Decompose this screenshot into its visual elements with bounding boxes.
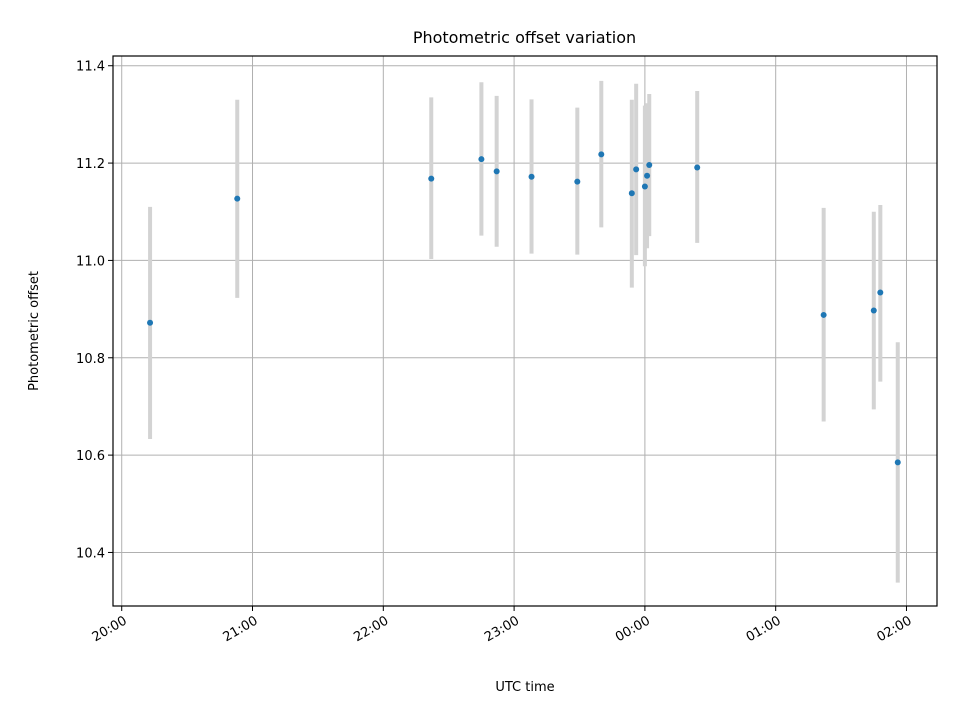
- x-tick-label: 20:00: [90, 613, 130, 645]
- data-points: [147, 151, 901, 466]
- x-axis-ticks: 20:00 21:00 22:00 23:00 00:00 01:00 02:00: [90, 606, 915, 645]
- data-point: [641, 183, 648, 190]
- grid-lines: [113, 56, 937, 606]
- x-tick-label: 22:00: [351, 613, 391, 645]
- data-point: [633, 166, 640, 173]
- x-tick-label: 02:00: [875, 613, 915, 645]
- data-point: [428, 175, 435, 182]
- error-bars: [148, 80, 900, 583]
- data-point: [646, 162, 653, 169]
- data-point: [598, 151, 605, 158]
- y-axis-ticks: 10.4 10.6 10.8 11.0 11.2 11.4: [76, 60, 113, 561]
- data-point: [820, 311, 827, 318]
- x-tick-label: 23:00: [482, 613, 522, 645]
- data-point: [694, 164, 701, 171]
- data-point: [894, 459, 901, 466]
- y-axis-label: Photometric offset: [27, 271, 42, 391]
- x-tick-label: 01:00: [744, 613, 784, 645]
- y-tick-label: 11.4: [76, 60, 105, 75]
- data-point: [574, 178, 581, 185]
- y-tick-label: 10.8: [76, 352, 105, 367]
- data-point: [644, 172, 651, 179]
- data-point: [870, 307, 877, 314]
- x-tick-label: 21:00: [221, 613, 261, 645]
- data-point: [478, 156, 485, 163]
- data-point: [493, 168, 500, 175]
- data-point: [877, 289, 884, 296]
- plot-frame: [112, 55, 938, 607]
- y-tick-label: 11.0: [76, 254, 105, 269]
- y-tick-label: 11.2: [76, 157, 105, 172]
- y-tick-label: 10.4: [76, 546, 105, 561]
- data-point: [528, 173, 535, 180]
- data-point: [628, 190, 635, 197]
- y-tick-label: 10.6: [76, 449, 105, 464]
- x-tick-label: 00:00: [613, 613, 653, 645]
- chart-title: Photometric offset variation: [413, 28, 636, 47]
- x-axis-label: UTC time: [495, 680, 554, 695]
- data-point: [147, 319, 154, 326]
- data-point: [234, 195, 241, 202]
